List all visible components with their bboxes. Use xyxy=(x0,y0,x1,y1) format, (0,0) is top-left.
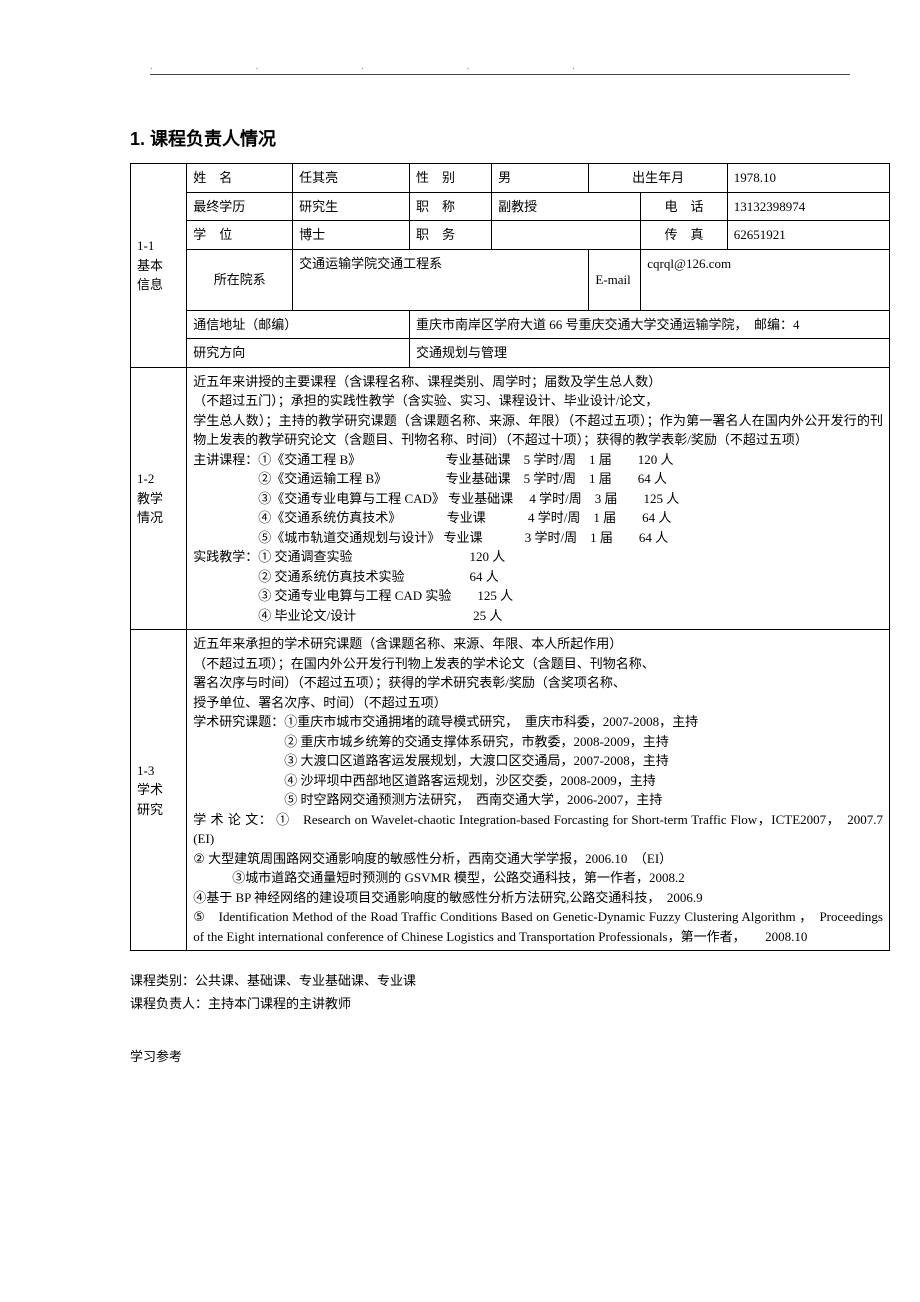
teaching-p1: ① 交通调查实验 120 人 xyxy=(258,549,505,564)
degree-value: 博士 xyxy=(293,221,410,250)
s3-l2: 研究 xyxy=(137,802,163,817)
addr-label: 通信地址（邮编） xyxy=(187,310,410,339)
birth-value: 1978.10 xyxy=(727,164,889,193)
research-a4: ④基于 BP 神经网络的建设项目交通影响度的敏感性分析方法研究,公路交通科技， … xyxy=(193,890,702,905)
phone-label: 电 话 xyxy=(641,192,728,221)
footnote-1: 课程类别：公共课、基础课、专业基础课、专业课 xyxy=(130,969,860,992)
footnote-2: 课程负责人：主持本门课程的主讲教师 xyxy=(130,992,860,1015)
name-value: 任其亮 xyxy=(293,164,410,193)
gender-label: 性 别 xyxy=(409,164,491,193)
email-label: E-mail xyxy=(589,249,641,310)
research-intro1: 近五年来承担的学术研究课题（含课题名称、来源、年限、本人所起作用） xyxy=(193,636,622,651)
research-a5: ⑤ Identification Method of the Road Traf… xyxy=(193,909,883,944)
phone-value: 13132398974 xyxy=(727,192,889,221)
s3-l1: 学术 xyxy=(137,782,163,797)
header-dots: . . . . . xyxy=(150,60,850,75)
dir-label: 研究方向 xyxy=(187,339,410,368)
research-a3: ③城市道路交通量短时预测的 GSVMR 模型，公路交通科技，第一作者，2008.… xyxy=(193,870,685,885)
teaching-p4: ④ 毕业论文/设计 25 人 xyxy=(193,608,502,623)
fax-value: 62651921 xyxy=(727,221,889,250)
s2-code: 1-2 xyxy=(137,471,154,486)
research-r5: ⑤ 时空路网交通预测方法研究， 西南交通大学，2006-2007，主持 xyxy=(193,792,662,807)
s2-l2: 情况 xyxy=(137,510,163,525)
s3-code: 1-3 xyxy=(137,763,154,778)
teaching-intro2: （不超过五门）；承担的实践性教学（含实验、实习、课程设计、毕业设计/论文， xyxy=(193,393,658,408)
teaching-intro3: 学生总人数）；主持的教学研究课题（含课题名称、来源、年限）（不超过五项）；作为第… xyxy=(193,413,883,448)
research-a2: ② 大型建筑周围路网交通影响度的敏感性分析，西南交通大学学报，2006.10 （… xyxy=(193,851,672,866)
page-footer: 学习参考 xyxy=(130,1046,860,1065)
research-intro2: （不超过五项）；在国内外公开发行刊物上发表的学术论文（含题目、刊物名称、 xyxy=(193,656,655,671)
main-table: 1-1 基本 信息 姓 名 任其亮 性 别 男 出生年月 1978.10 最终学… xyxy=(130,163,890,951)
teaching-block: 近五年来讲授的主要课程（含课程名称、课程类别、周学时；届数及学生总人数） （不超… xyxy=(187,367,890,630)
degree-label: 学 位 xyxy=(187,221,293,250)
edu-label: 最终学历 xyxy=(187,192,293,221)
research-proj-label: 学术研究课题： xyxy=(193,714,284,729)
title-label: 职 称 xyxy=(409,192,491,221)
s1-l1: 基本 xyxy=(137,258,163,273)
section-title: 1. 课程负责人情况 xyxy=(130,125,860,151)
research-block: 近五年来承担的学术研究课题（含课题名称、来源、年限、本人所起作用） （不超过五项… xyxy=(187,630,890,951)
s1-code: 1-1 xyxy=(137,238,154,253)
teaching-intro1: 近五年来讲授的主要课程（含课程名称、课程类别、周学时；届数及学生总人数） xyxy=(193,374,661,389)
s1-l2: 信息 xyxy=(137,277,163,292)
section-1-2-label: 1-2 教学 情况 xyxy=(131,367,187,630)
email-value: cqrql@126.com xyxy=(641,249,890,310)
dept-value: 交通运输学院交通工程系 xyxy=(293,249,589,310)
teaching-c4: ④《交通系统仿真技术》 专业课 4 学时/周 1 届 64 人 xyxy=(193,510,671,525)
teaching-c5: ⑤《城市轨道交通规划与设计》 专业课 3 学时/周 1 届 64 人 xyxy=(193,530,668,545)
teaching-main-label: 主讲课程： xyxy=(193,452,258,467)
research-intro4: 授予单位、署名次序、时间）（不超过五项） xyxy=(193,695,447,710)
research-r2: ② 重庆市城乡统筹的交通支撑体系研究，市教委，2008-2009，主持 xyxy=(193,734,669,749)
addr-value: 重庆市南岸区学府大道 66 号重庆交通大学交通运输学院， 邮编：4 xyxy=(409,310,889,339)
edu-value: 研究生 xyxy=(293,192,410,221)
teaching-prac-label: 实践教学： xyxy=(193,549,258,564)
research-r4: ④ 沙坪坝中西部地区道路客运规划，沙区交委，2008-2009，主持 xyxy=(193,773,656,788)
research-r3: ③ 大渡口区道路客运发展规划，大渡口区交通局，2007-2008，主持 xyxy=(193,753,669,768)
fax-label: 传 真 xyxy=(641,221,728,250)
teaching-c3: ③《交通专业电算与工程 CAD》 专业基础课 4 学时/周 3 届 125 人 xyxy=(193,491,679,506)
research-intro3: 署名次序与时间）（不超过五项）；获得的学术研究表彰/奖励（含奖项名称、 xyxy=(193,675,626,690)
birth-label: 出生年月 xyxy=(589,164,727,193)
title-value: 副教授 xyxy=(492,192,641,221)
name-label: 姓 名 xyxy=(187,164,293,193)
research-a1: ① Research on Wavelet-chaotic Integratio… xyxy=(193,812,909,847)
research-paper-label: 学 术 论 文： xyxy=(193,812,272,827)
duty-label: 职 务 xyxy=(409,221,491,250)
s2-l1: 教学 xyxy=(137,491,163,506)
section-1-3-label: 1-3 学术 研究 xyxy=(131,630,187,951)
duty-value xyxy=(492,221,641,250)
gender-value: 男 xyxy=(492,164,589,193)
dir-value: 交通规划与管理 xyxy=(409,339,889,368)
dept-label: 所在院系 xyxy=(187,249,293,310)
footnotes: 课程类别：公共课、基础课、专业基础课、专业课 课程负责人：主持本门课程的主讲教师 xyxy=(130,969,860,1016)
teaching-p2: ② 交通系统仿真技术实验 64 人 xyxy=(193,569,499,584)
teaching-p3: ③ 交通专业电算与工程 CAD 实验 125 人 xyxy=(193,588,513,603)
research-r1: ①重庆市城市交通拥堵的疏导模式研究， 重庆市科委，2007-2008，主持 xyxy=(284,714,698,729)
teaching-c2: ②《交通运输工程 B》 专业基础课 5 学时/周 1 届 64 人 xyxy=(193,471,667,486)
teaching-c1: ①《交通工程 B》 专业基础课 5 学时/周 1 届 120 人 xyxy=(258,452,673,467)
section-1-1-label: 1-1 基本 信息 xyxy=(131,164,187,368)
